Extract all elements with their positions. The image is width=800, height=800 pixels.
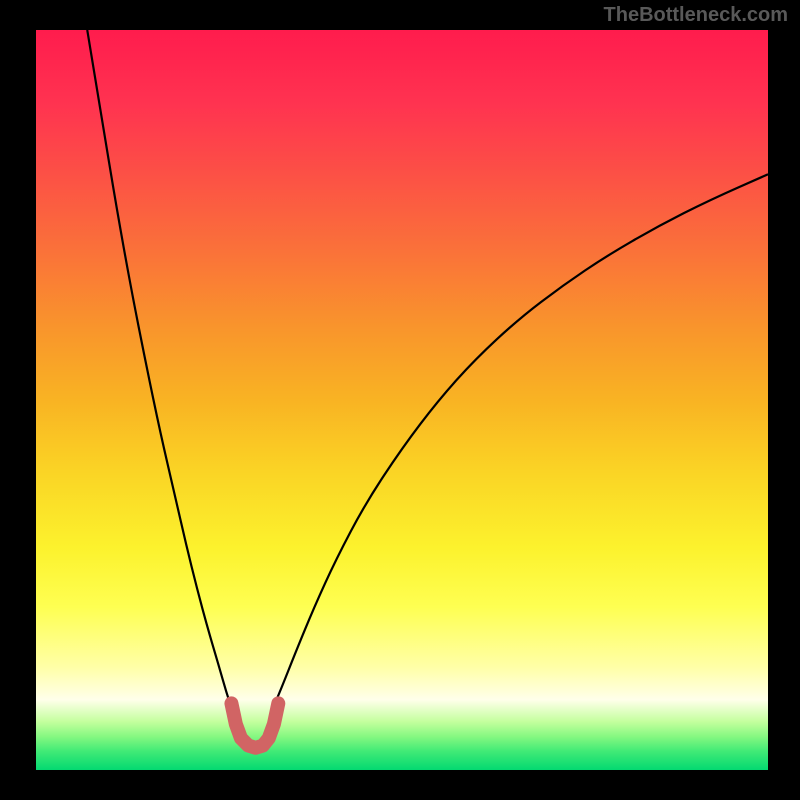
chart-svg — [36, 30, 768, 770]
watermark-text: TheBottleneck.com — [604, 4, 788, 27]
right-curve — [270, 174, 768, 714]
plot-area — [36, 30, 768, 770]
left-curve — [87, 30, 233, 715]
valley-marker — [231, 703, 278, 747]
